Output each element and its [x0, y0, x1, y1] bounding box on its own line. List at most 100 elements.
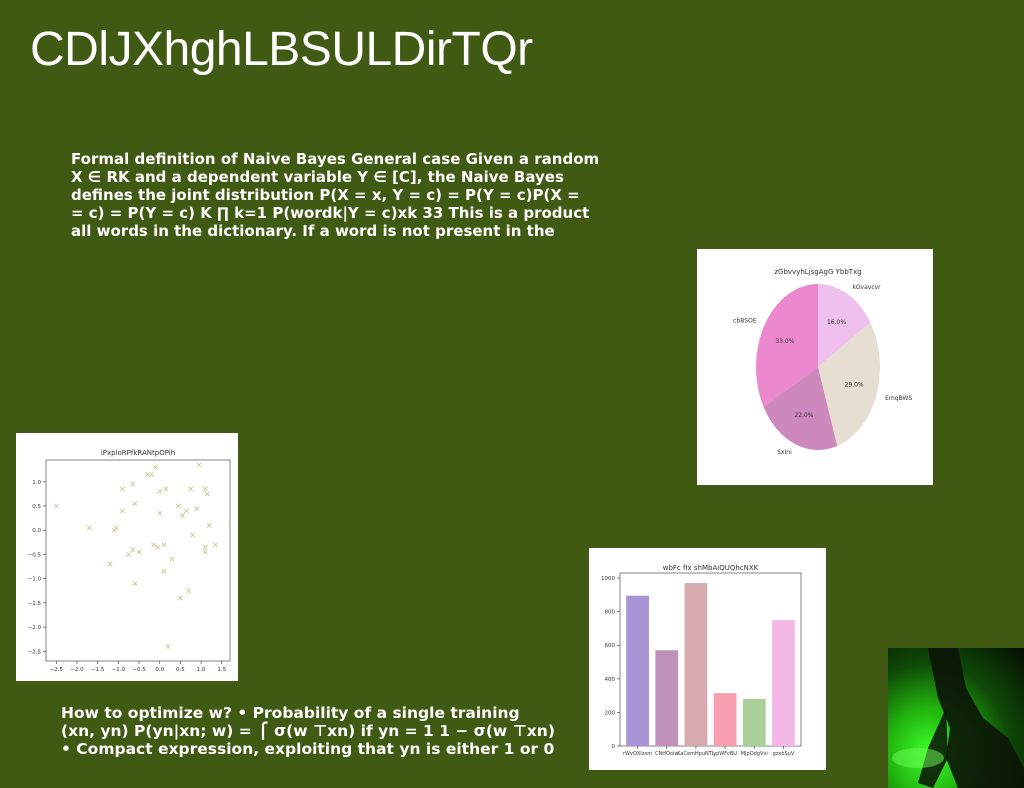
scatter-point-stroke	[126, 551, 132, 557]
paragraph-line: How to optimize w? • Probability of a si…	[61, 704, 520, 722]
scatter-point-stroke	[184, 508, 190, 514]
scatter-point	[107, 561, 113, 567]
bar-title: wbFc fIx shMbAiQUQhcNXK	[663, 564, 759, 572]
scatter-point-stroke	[188, 486, 194, 492]
scatter-point-stroke	[190, 532, 196, 538]
scatter-point-stroke	[204, 491, 210, 497]
scatter-xtick-label: −2.5	[50, 667, 64, 673]
pie-slice-kOvavcvr	[818, 284, 871, 367]
scatter-point	[53, 503, 59, 509]
scatter-point-stroke	[206, 522, 212, 528]
bar-ytick-label: 1000	[601, 576, 615, 582]
scatter-ytick-label: 0.5	[32, 504, 41, 510]
scatter-ytick-label: −1.0	[28, 577, 42, 583]
scatter-point	[113, 525, 119, 531]
scatter-point	[148, 472, 154, 478]
scatter-ytick-label: 1.0	[32, 480, 41, 486]
scatter-point	[206, 522, 212, 528]
scatter-point	[204, 491, 210, 497]
scatter-point-stroke	[177, 595, 183, 601]
pie-pct-label: 33.0%	[775, 338, 794, 345]
scatter-xtick-label: −0.5	[132, 667, 146, 673]
bar-ytick-label: 0	[612, 744, 616, 750]
scatter-point	[194, 505, 200, 511]
pie-slice-label: SxIni	[777, 449, 792, 456]
scatter-point-stroke	[153, 464, 159, 470]
scatter-point-stroke	[161, 542, 167, 548]
paragraph-line: (xn, yn) P(yn|xn; w) = ⎧ σ(w ⊤xn) if yn …	[61, 722, 555, 740]
bar-category-label: rWvQXlzxm	[623, 751, 652, 757]
scatter-point	[184, 508, 190, 514]
scatter-point	[196, 462, 202, 468]
scatter-point-stroke	[119, 508, 126, 514]
scatter-chart: iPxploRPfkRANtpOPih −2.5 −2.0 −1.5 −1.0 −0.5 0…	[28, 449, 231, 673]
scatter-point-stroke	[130, 547, 136, 553]
scatter-point-stroke	[161, 568, 167, 574]
scatter-point	[136, 549, 142, 555]
scatter-ytick-label: −0.5	[28, 552, 42, 558]
scatter-point-stroke	[107, 561, 113, 567]
scatter-point-stroke	[196, 462, 202, 468]
scatter-point-stroke	[157, 488, 163, 495]
scatter-xtick-label: −2.0	[70, 667, 84, 673]
scatter-point-stroke	[157, 510, 163, 516]
pie-pct-label: 16.0%	[827, 319, 846, 326]
pie-title: zGbvvyhLjsgAgG YbbTxg	[774, 268, 861, 276]
scatter-point-stroke	[194, 505, 200, 511]
bar-category-label: CNtfOoiw	[655, 751, 678, 757]
bar-ypWFcBU	[713, 693, 737, 746]
scatter-point	[130, 481, 136, 487]
bar-chart: wbFc fIx shMbAiQUQhcNXK 0 200 400 600 800 1000…	[601, 564, 802, 757]
scatter-point-stroke	[202, 544, 208, 550]
scatter-point	[188, 486, 194, 492]
pie-chart: zGbvvyhLjsgAgG YbbTxg 16.0% kOvavcvr 29.0% E…	[733, 268, 912, 456]
bar-ytick-label: 400	[605, 677, 616, 683]
scatter-point	[155, 544, 161, 550]
scatter-point-stroke	[130, 481, 136, 487]
pie-chart-panel: zGbvvyhLjsgAgG YbbTxg 16.0% kOvavcvr 29.0% E…	[697, 249, 933, 485]
photo-image	[888, 648, 1024, 788]
scatter-point	[163, 486, 169, 492]
bar-rWvQXlzxm	[626, 595, 649, 746]
scatter-point-stroke	[155, 544, 161, 550]
scatter-ytick-label: −1.5	[28, 601, 42, 607]
paragraph-optimize: How to optimize w? • Probability of a si…	[61, 704, 621, 758]
pie-slice-SxIni	[763, 367, 838, 451]
scatter-point-stroke	[165, 643, 171, 649]
paragraph-line: • Compact expression, exploiting that yn…	[61, 740, 555, 758]
bar-chart-panel: wbFc fIx shMbAiQUQhcNXK 0 200 400 600 800 1000…	[589, 548, 826, 770]
scatter-point	[86, 525, 92, 531]
scatter-point-stroke	[202, 549, 208, 555]
bar-category-label: ypWFcBU	[713, 751, 737, 757]
scatter-point	[157, 510, 163, 516]
scatter-point	[169, 556, 175, 562]
scatter-xtick-label: −1.5	[91, 667, 105, 673]
scatter-title: iPxploRPfkRANtpOPih	[101, 449, 175, 457]
scatter-xtick-label: 1.0	[197, 667, 206, 673]
scatter-point	[186, 588, 192, 594]
pie-pct-label: 22.0%	[794, 412, 813, 419]
scatter-point	[213, 542, 219, 548]
scatter-ytick-label: −2.0	[28, 625, 42, 631]
paragraph-line: X ∈ RK and a dependent variable Y ∈ [C],…	[71, 168, 564, 186]
scatter-xtick-label: −1.0	[112, 667, 126, 673]
scatter-xtick-label: 0.5	[176, 667, 185, 673]
bar-KaCemHpuNTL	[684, 583, 708, 746]
pie-slice-label: kOvavcvr	[852, 284, 881, 291]
bar-CNtfOoiw	[655, 650, 679, 746]
pie-slice-cbBSOE	[755, 284, 818, 407]
scatter-point-stroke	[175, 503, 181, 509]
pie-slice-label: cbBSOE	[733, 318, 757, 325]
bar-gzxbSuV	[772, 620, 795, 746]
scatter-chart-panel: iPxploRPfkRANtpOPih −2.5 −2.0 −1.5 −1.0 −0.5 0…	[16, 433, 238, 681]
scatter-xtick-label: 0.0	[155, 667, 164, 673]
bar-ytick-label: 200	[605, 710, 616, 716]
scatter-point-stroke	[163, 486, 169, 492]
scatter-point	[202, 486, 208, 492]
scatter-point-stroke	[148, 472, 154, 478]
scatter-point	[161, 542, 167, 548]
scatter-point	[202, 549, 208, 555]
paragraph-line: all words in the dictionary. If a word i…	[71, 222, 555, 240]
slide-title: CDlJXhghLBSULDirTQr	[30, 23, 533, 76]
scatter-point-stroke	[86, 525, 92, 531]
